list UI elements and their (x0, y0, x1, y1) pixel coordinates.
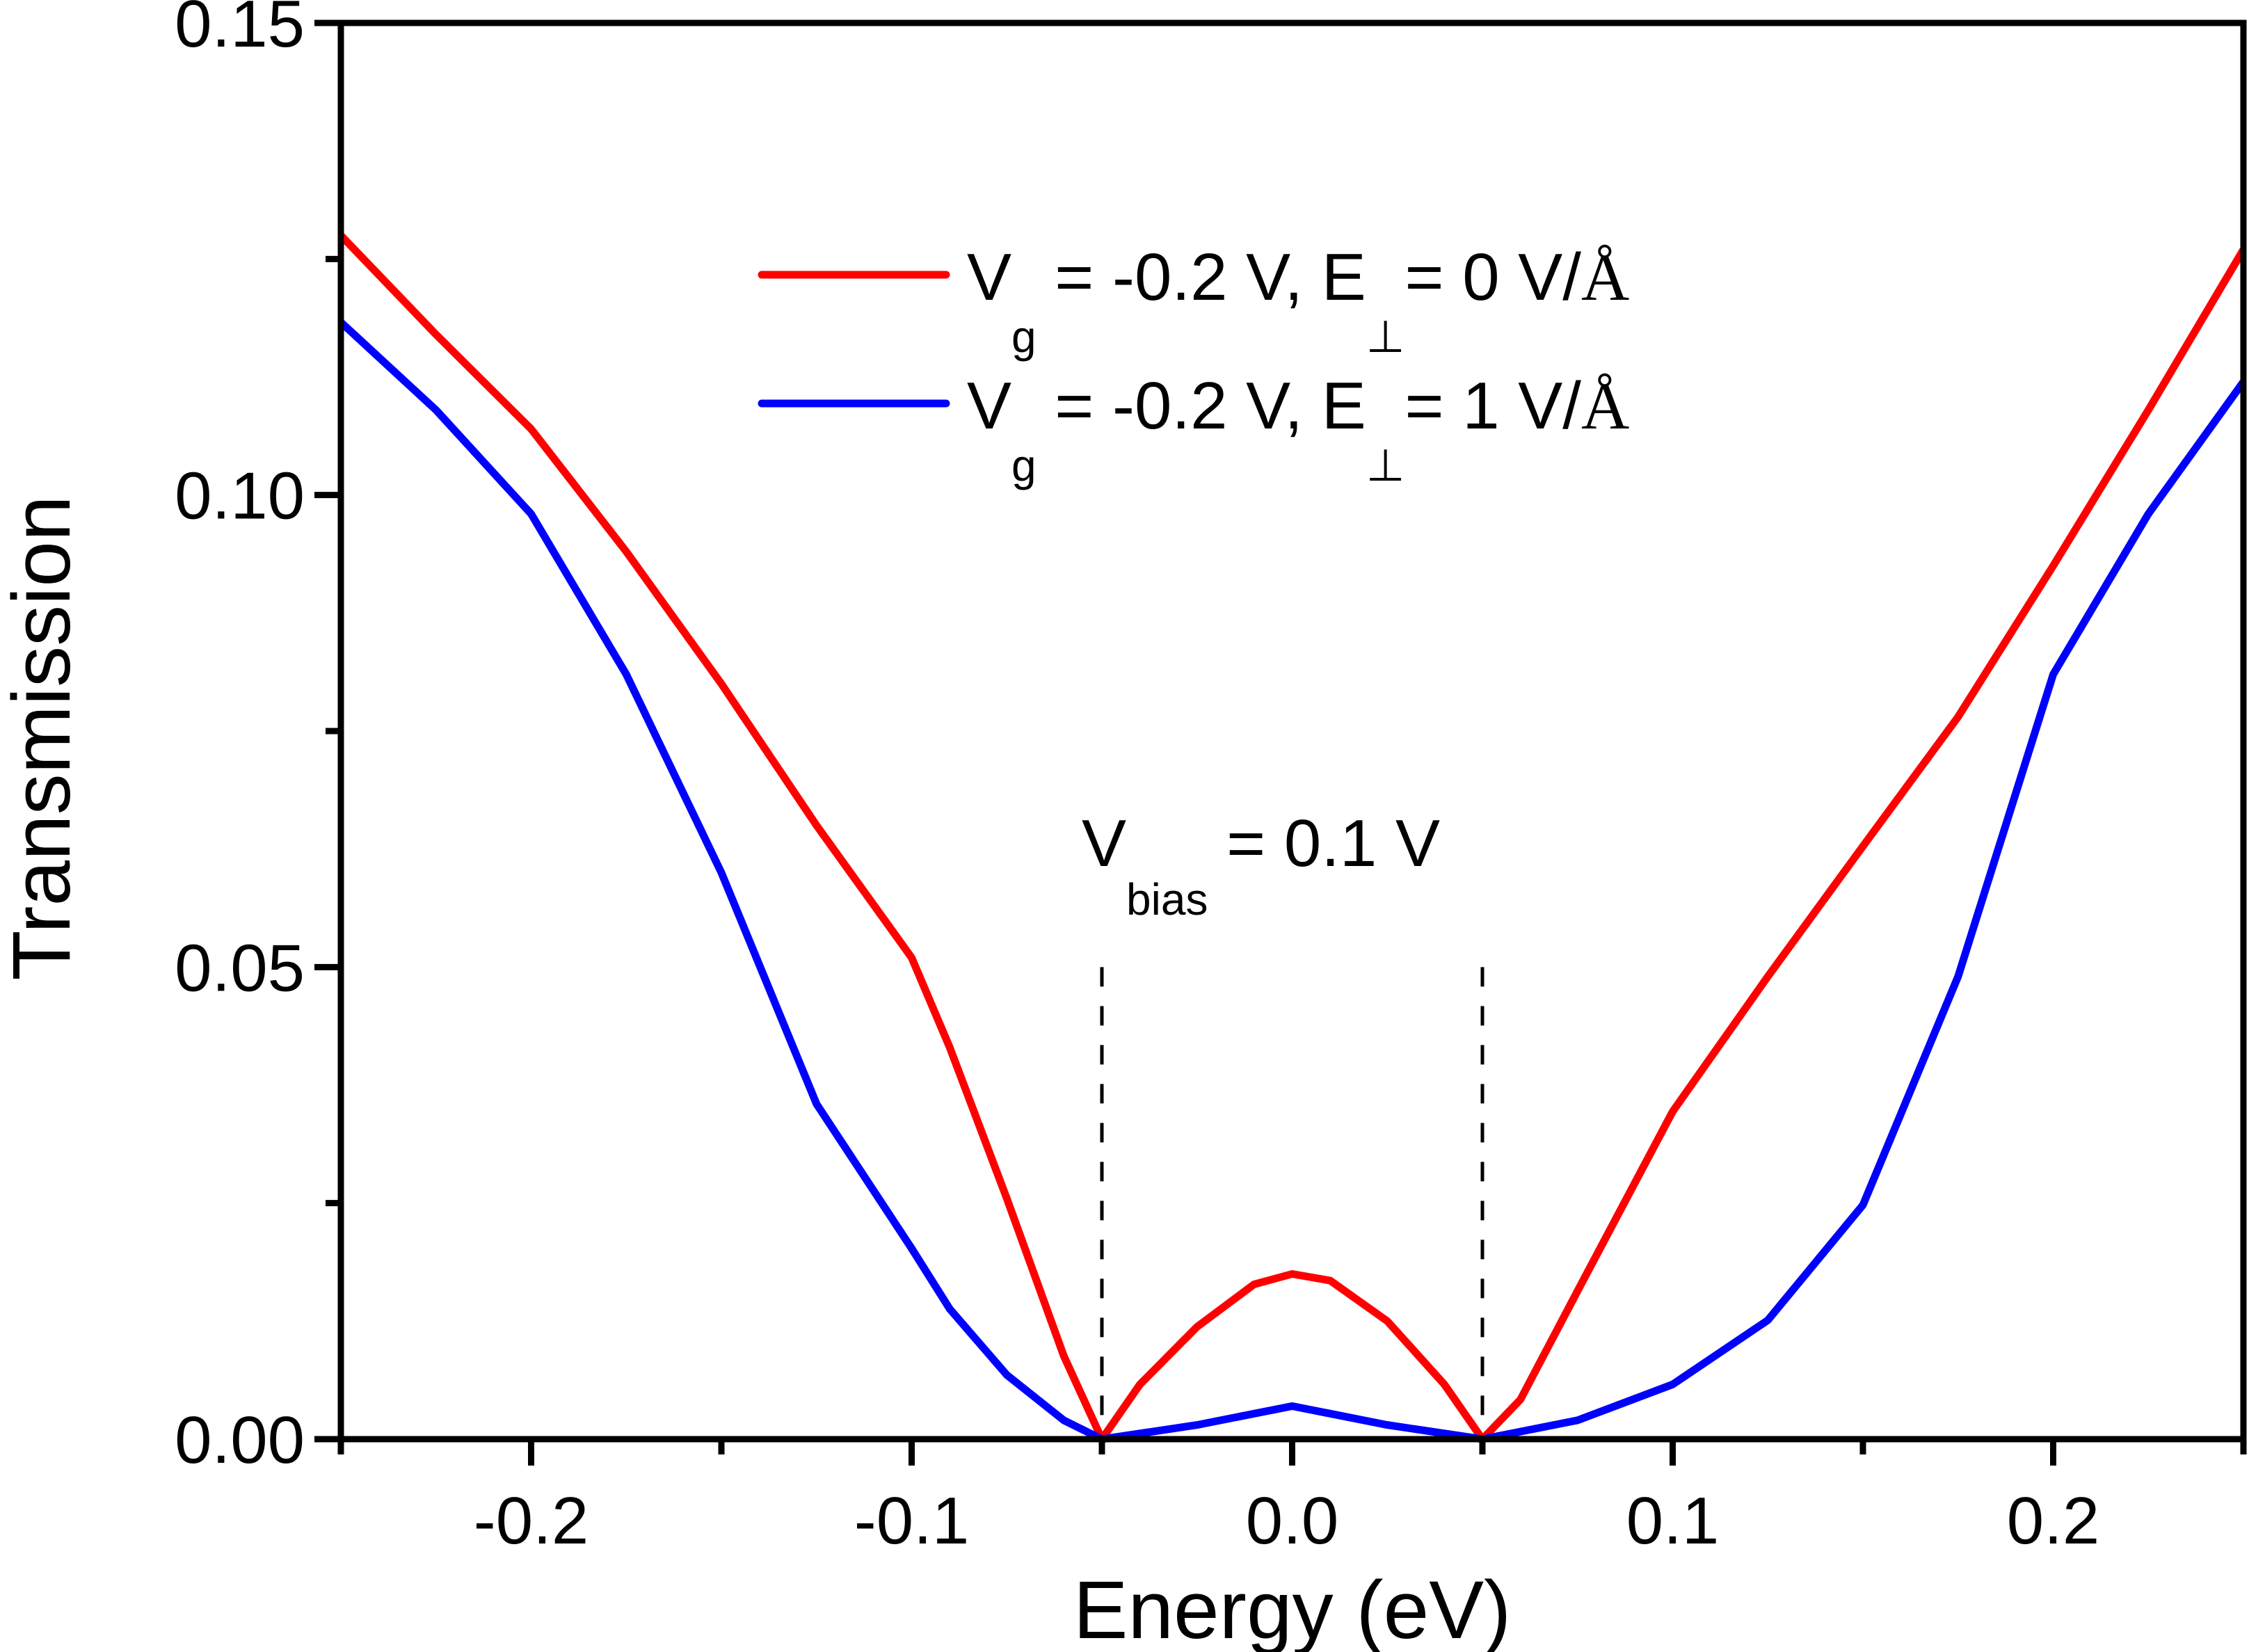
y-tick-label: 0.05 (175, 931, 305, 1005)
x-tick-label: -0.2 (474, 1484, 589, 1558)
series-layer (338, 232, 2247, 1443)
plot-frame (337, 19, 2247, 1443)
x-axis-ticks: -0.2 -0.1 0.0 0.1 0.2 (337, 1439, 2247, 1558)
bias-window-markers (1100, 967, 1484, 1439)
y-tick-label: 0.10 (175, 459, 305, 534)
x-tick-label: 0.0 (1246, 1484, 1338, 1558)
legend-label-1: Vg = -0.2 V, E⊥= 1 V/Å (967, 369, 1629, 490)
y-tick-label: 0.00 (175, 1403, 305, 1477)
series-line-1 (338, 319, 2247, 1443)
legend: Vg = -0.2 V, E⊥= 0 V/ÅVg = -0.2 V, E⊥= 1… (758, 240, 1629, 490)
bias-annotation-text: Vbias = 0.1 V (1082, 806, 1440, 924)
y-axis-title: Transmission (0, 495, 88, 980)
series-line-0 (338, 232, 2247, 1443)
y-tick-label: 0.15 (175, 0, 305, 61)
x-tick-label: 0.2 (2007, 1484, 2099, 1558)
legend-label-0: Vg = -0.2 V, E⊥= 0 V/Å (967, 240, 1629, 362)
x-tick-label: -0.1 (854, 1484, 969, 1558)
bias-annotation: Vbias = 0.1 V (1082, 806, 1440, 924)
x-axis-title: Energy (eV) (1073, 1564, 1512, 1652)
x-tick-label: 0.1 (1626, 1484, 1719, 1558)
y-axis-ticks: 0.00 0.05 0.10 0.15 (175, 0, 341, 1477)
